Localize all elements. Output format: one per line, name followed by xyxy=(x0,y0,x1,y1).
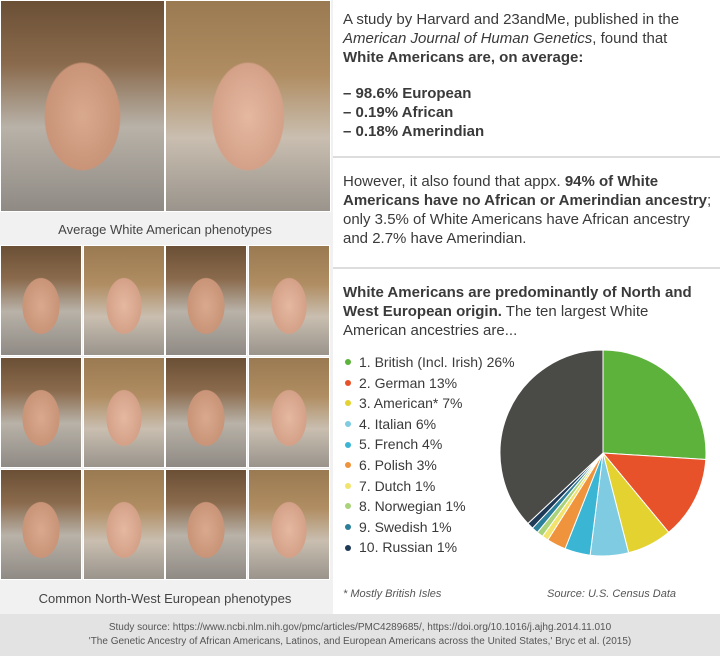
legend-dot xyxy=(345,359,351,366)
face-photo xyxy=(0,0,165,212)
pie-slice xyxy=(602,349,707,460)
legend-entry: 6. Polish 3% xyxy=(343,455,515,476)
legend-dot xyxy=(345,421,351,428)
pie-slice xyxy=(601,452,707,534)
legend-label: 7. Dutch 1% xyxy=(359,477,436,494)
caption: Average White American phenotypes xyxy=(58,222,272,237)
face-photo xyxy=(0,469,82,580)
legend-label: 4. Italian 6% xyxy=(359,415,437,432)
face-photo xyxy=(165,357,247,468)
legend-entry: 7. Dutch 1% xyxy=(343,476,515,497)
text: However, it also found that appx. xyxy=(343,173,565,190)
list-item: – 98.6% European xyxy=(343,85,472,102)
legend-label: 5. French 4% xyxy=(359,436,443,453)
legend-entry: 4. Italian 6% xyxy=(343,414,515,435)
face-photo xyxy=(82,469,165,580)
face-photo xyxy=(247,357,330,468)
legend-entry: 3. American* 7% xyxy=(343,393,515,414)
face-photo xyxy=(165,245,247,356)
legend-dot xyxy=(345,462,351,469)
text: White Americans are predominantly of Nor… xyxy=(343,284,692,320)
pie-chart xyxy=(499,349,707,557)
legend-dot xyxy=(345,544,351,551)
legend: 1. British (Incl. Irish) 26% 2. German 13… xyxy=(343,352,515,558)
legend-label: 10. Russian 1% xyxy=(359,539,458,556)
text: White Americans are, on average: xyxy=(343,49,584,66)
legend-label: 9. Swedish 1% xyxy=(359,518,452,535)
face-photo xyxy=(247,245,330,356)
legend-dot xyxy=(345,400,351,407)
legend-entry: 8. Norwegian 1% xyxy=(343,496,515,517)
note: * Mostly British Isles xyxy=(343,588,442,600)
text: American Journal of Human Genetics xyxy=(343,30,593,47)
footer-line: Study source: https://www.ncbi.nlm.nih.g… xyxy=(108,622,612,633)
legend-label: 6. Polish 3% xyxy=(359,456,437,473)
footer-line: 'The Genetic Ancestry of African America… xyxy=(88,636,632,647)
legend-dot xyxy=(345,503,351,510)
list-item: – 0.18% Amerindian xyxy=(343,123,485,140)
legend-label: 2. German 13% xyxy=(359,374,458,391)
text: A study by Harvard and 23andMe, publishe… xyxy=(343,11,680,28)
legend-entry: 2. German 13% xyxy=(343,373,515,394)
face-photo xyxy=(247,469,330,580)
legend-entry: 5. French 4% xyxy=(343,434,515,455)
source: Source: U.S. Census Data xyxy=(547,588,677,600)
face-photo xyxy=(165,0,331,212)
face-photo xyxy=(0,357,82,468)
study-intro: A study by Harvard and 23andMe, publishe… xyxy=(343,10,703,67)
separator xyxy=(333,156,720,158)
list-item: – 0.19% African xyxy=(343,104,454,121)
legend-dot xyxy=(345,441,351,448)
face-photo xyxy=(82,357,165,468)
separator xyxy=(333,267,720,269)
legend-label: 1. British (Incl. Irish) 26% xyxy=(359,354,515,370)
finding: However, it also found that appx. 94% of… xyxy=(343,172,715,248)
text: , found that xyxy=(592,30,668,47)
legend-label: 3. American* 7% xyxy=(359,395,463,412)
legend-entry: 10. Russian 1% xyxy=(343,537,515,558)
study-list: – 98.6% European – 0.19% African – 0.18%… xyxy=(343,84,484,141)
caption: Common North-West European phenotypes xyxy=(38,591,292,606)
legend-dot xyxy=(345,482,351,489)
face-photo xyxy=(0,245,82,356)
legend-entry: 9. Swedish 1% xyxy=(343,517,515,538)
legend-dot xyxy=(345,524,351,531)
legend-entry: 1. British (Incl. Irish) 26% xyxy=(343,352,515,373)
legend-label: 8. Norwegian 1% xyxy=(359,498,466,515)
pie-slice xyxy=(499,349,604,525)
text: The ten largest White American ancestrie… xyxy=(343,303,649,339)
legend-dot xyxy=(345,379,351,386)
text: ; only 3.5% of White Americans have Afri… xyxy=(343,192,712,247)
ancestry-heading: White Americans are predominantly of Nor… xyxy=(343,283,715,340)
face-photo xyxy=(82,245,165,356)
face-photo xyxy=(165,469,247,580)
text: 94% of White Americans have no African o… xyxy=(343,173,708,209)
footer: Study source: https://www.ncbi.nlm.nih.g… xyxy=(0,614,720,656)
